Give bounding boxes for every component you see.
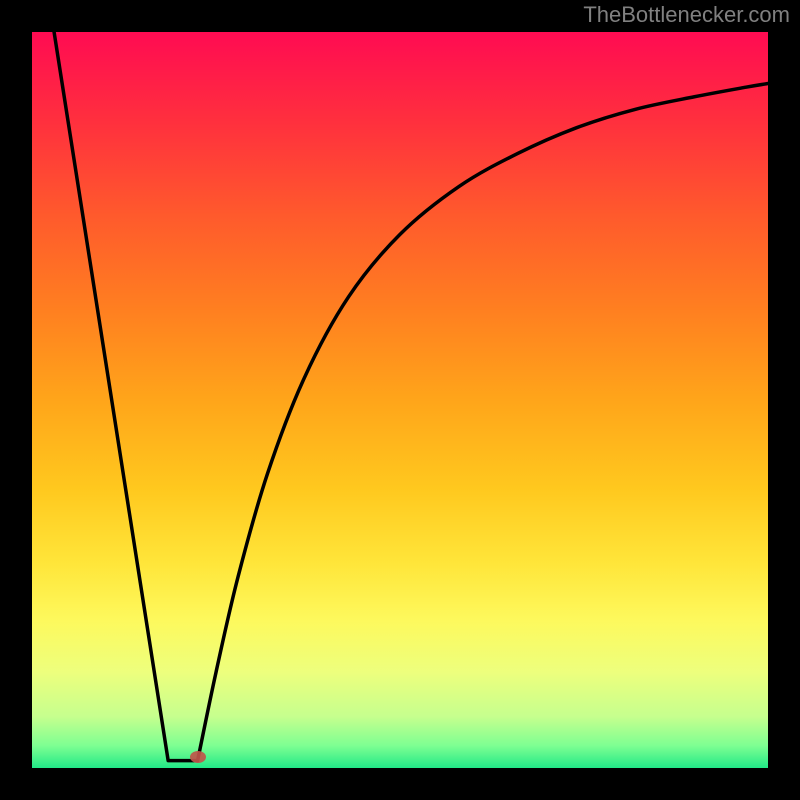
plot-area: [32, 32, 768, 768]
minimum-marker: [190, 751, 206, 763]
bottleneck-curve: [54, 32, 768, 761]
watermark-text: TheBottlenecker.com: [583, 2, 790, 28]
curve-svg: [32, 32, 768, 768]
